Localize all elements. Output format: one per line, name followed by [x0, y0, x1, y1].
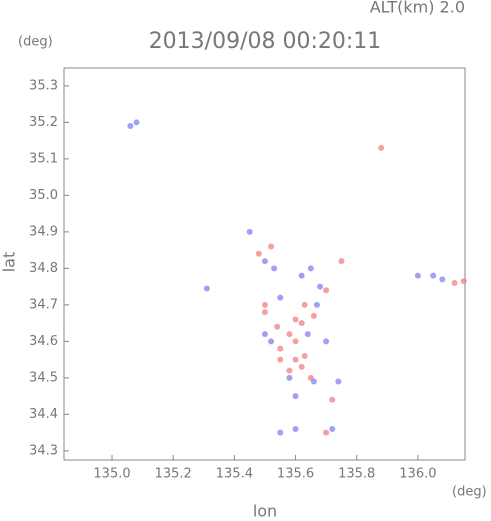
y-axis-label: lat [0, 252, 19, 273]
point [430, 272, 437, 279]
point [323, 429, 330, 436]
x-tick-label: 135.2 [155, 467, 192, 482]
point [335, 378, 342, 385]
point [301, 352, 308, 359]
point [329, 425, 336, 432]
point [286, 331, 293, 338]
point [274, 323, 281, 330]
point [378, 144, 385, 151]
point [203, 285, 210, 292]
point [268, 338, 275, 345]
point [310, 312, 317, 319]
point [307, 265, 314, 272]
x-tick-label: 135.8 [338, 467, 375, 482]
x-axis-label: lon [253, 502, 277, 521]
point [255, 250, 262, 257]
point [329, 396, 336, 403]
point [292, 425, 299, 432]
point [277, 345, 284, 352]
y-tick-label: 35.2 [29, 115, 58, 130]
y-tick-label: 34.7 [29, 297, 58, 312]
point [268, 243, 275, 250]
annotation: ALT(km) 2.0 [370, 0, 465, 17]
point [261, 301, 268, 308]
y-tick-label: 35.0 [29, 188, 58, 203]
point [338, 258, 345, 265]
point [261, 331, 268, 338]
y-tick-label: 34.3 [29, 443, 58, 458]
point [292, 338, 299, 345]
point [286, 374, 293, 381]
y-tick-label: 35.1 [29, 151, 58, 166]
point [133, 119, 140, 126]
point [292, 356, 299, 363]
x-tick-label: 135.0 [93, 467, 130, 482]
y-tick-label: 34.8 [29, 261, 58, 276]
point [298, 363, 305, 370]
point [292, 393, 299, 400]
point [277, 294, 284, 301]
chart-title: 2013/09/08 00:20:11 [149, 29, 382, 54]
point [313, 301, 320, 308]
point [277, 356, 284, 363]
point [323, 287, 330, 294]
x-tick-label: 136.0 [399, 467, 436, 482]
plot-frame [63, 67, 466, 461]
y-unit: (deg) [18, 35, 53, 50]
point [277, 429, 284, 436]
point [261, 309, 268, 316]
y-tick-label: 34.4 [29, 407, 58, 422]
point [298, 320, 305, 327]
point [298, 272, 305, 279]
point [451, 279, 458, 286]
point [414, 272, 421, 279]
point [310, 378, 317, 385]
point [439, 276, 446, 283]
point [127, 123, 134, 130]
point [460, 278, 467, 285]
point [286, 367, 293, 374]
y-tick-label: 35.3 [29, 78, 58, 93]
point [246, 228, 253, 235]
point [271, 265, 278, 272]
point [317, 283, 324, 290]
x-tick-label: 135.6 [277, 467, 314, 482]
x-tick-label: 135.4 [216, 467, 253, 482]
point [304, 331, 311, 338]
y-tick-label: 34.5 [29, 370, 58, 385]
y-tick-label: 34.6 [29, 334, 58, 349]
point [261, 258, 268, 265]
point [301, 301, 308, 308]
x-unit: (deg) [452, 485, 487, 500]
y-tick-label: 34.9 [29, 224, 58, 239]
point [323, 338, 330, 345]
point [292, 316, 299, 323]
